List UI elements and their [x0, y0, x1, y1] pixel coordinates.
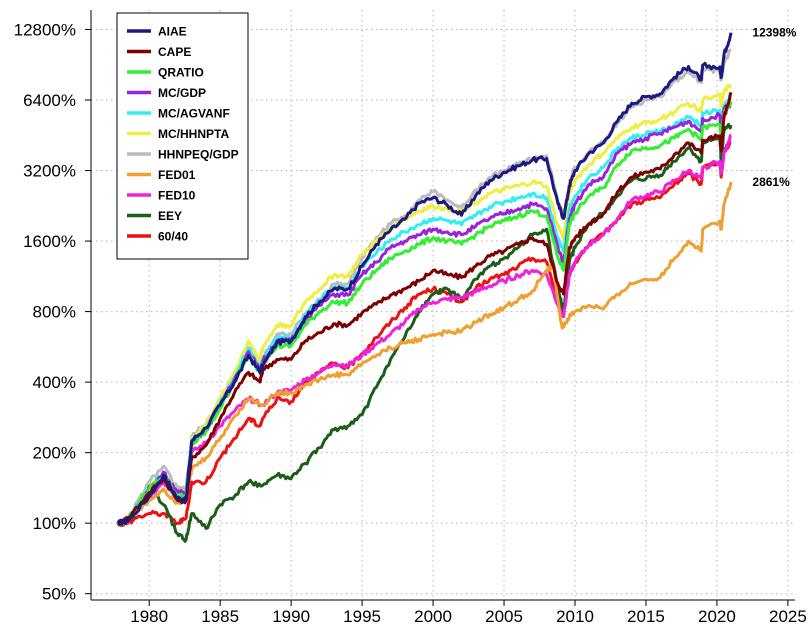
x-tick-label: 1985 — [201, 607, 239, 626]
annotations: 12398% 2861% — [752, 26, 796, 189]
x-tick-label: 2015 — [627, 607, 665, 626]
x-tick-label: 1980 — [130, 607, 168, 626]
y-tick-label: 800% — [33, 303, 76, 322]
legend-label: CAPE — [158, 45, 191, 59]
y-tick-label: 100% — [33, 514, 76, 533]
y-tick-label: 400% — [33, 373, 76, 392]
end-value-annotation: 2861% — [752, 175, 790, 189]
legend-label: QRATIO — [158, 66, 204, 80]
y-tick-label: 12800% — [14, 20, 76, 39]
y-tick-label: 3200% — [23, 162, 76, 181]
legend-label: FED10 — [158, 189, 196, 203]
legend-label: FED01 — [158, 168, 196, 182]
x-tick-label: 2020 — [698, 607, 736, 626]
series-line-eey — [116, 122, 733, 543]
series-line-60-40 — [116, 141, 732, 527]
end-value-annotation: 12398% — [752, 26, 796, 40]
series-line-mc-hhnpta — [116, 83, 733, 527]
x-tick-label: 2000 — [414, 607, 452, 626]
legend-label: HHNPEQ/GDP — [158, 148, 239, 162]
x-tick-label: 2010 — [556, 607, 594, 626]
legend-label: AIAE — [158, 25, 187, 39]
series-line-cape — [116, 91, 733, 526]
gridlines — [91, 10, 795, 600]
series-line-fed01 — [117, 181, 733, 526]
series-line-aiae — [116, 32, 733, 526]
legend-box — [116, 12, 249, 260]
y-tick-label: 1600% — [23, 232, 76, 251]
x-tick-label: 2005 — [485, 607, 523, 626]
y-tick-label: 50% — [42, 585, 76, 604]
series-lines — [116, 32, 733, 543]
legend-label: EEY — [158, 209, 182, 223]
y-tick-label: 200% — [33, 444, 76, 463]
series-line-fed10 — [116, 134, 732, 525]
y-tick-label: 6400% — [23, 91, 76, 110]
legend-label: 60/40 — [158, 230, 188, 244]
axes: 1980 1985 1990 1995 2000 2005 2010 2015 2020 2025… — [14, 10, 807, 626]
x-tick-label: 1995 — [343, 607, 381, 626]
x-tick-label: 2025 — [769, 607, 807, 626]
legend-label: MC/AGVANF — [158, 107, 230, 121]
legend: AIAE CAPE QRATIO MC/GDP MC/AGVANF MC/HHNPTA HH… — [116, 12, 249, 260]
legend-label: MC/GDP — [158, 86, 206, 100]
legend-label: MC/HHNPTA — [158, 127, 229, 141]
x-tick-label: 1990 — [272, 607, 310, 626]
